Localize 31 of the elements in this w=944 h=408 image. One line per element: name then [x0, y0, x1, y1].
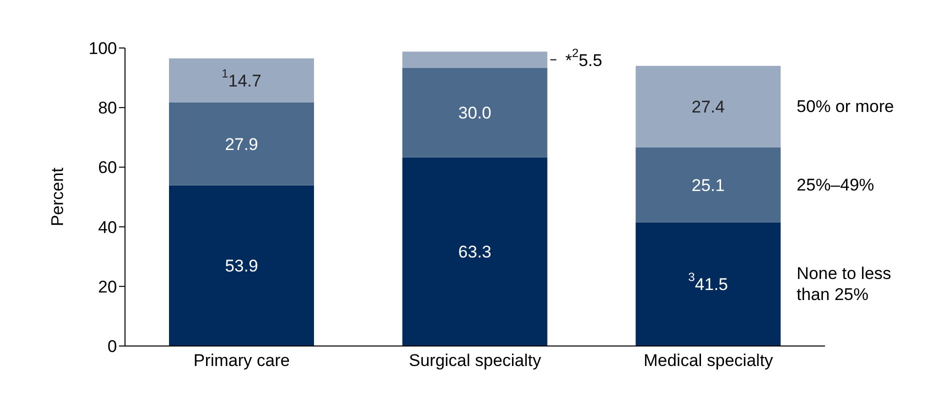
y-tick-label: 80: [98, 98, 117, 118]
y-axis-title: Percent: [48, 167, 68, 226]
y-tick-label: 40: [98, 218, 117, 237]
series-label: 50% or more: [796, 97, 894, 116]
y-tick-label: 20: [98, 277, 117, 296]
x-tick-label: Surgical specialty: [408, 351, 542, 370]
bar: [636, 66, 781, 148]
data-label: 27.9: [224, 134, 258, 154]
data-label: 30.0: [458, 103, 492, 122]
data-label: $^{1}$14.7: [222, 66, 262, 90]
data-label: 53.9: [224, 256, 258, 276]
data-label: 63.3: [458, 242, 492, 262]
data-label: 27.4: [692, 97, 725, 116]
data-label: *$^{2}$5.5: [565, 46, 602, 70]
bar: [402, 52, 548, 68]
bar: [636, 222, 781, 346]
y-tick-label: 0: [108, 337, 117, 356]
x-tick-label: Primary care: [193, 351, 290, 370]
series-label: None to less than 25%: [796, 264, 892, 304]
bar: [636, 148, 781, 222]
x-tick-label: Medical specialty: [644, 351, 774, 370]
series-label: 25%–49%: [796, 175, 874, 194]
bar: [402, 68, 548, 158]
y-tick-label: 60: [98, 158, 117, 178]
data-label: $^{3}$41.5: [688, 270, 728, 294]
y-tick-label: 100: [88, 39, 117, 58]
data-label: 25.1: [692, 175, 725, 194]
bar: [402, 157, 548, 346]
bar: [169, 102, 314, 186]
bar: [169, 185, 314, 346]
bar: [169, 58, 314, 102]
